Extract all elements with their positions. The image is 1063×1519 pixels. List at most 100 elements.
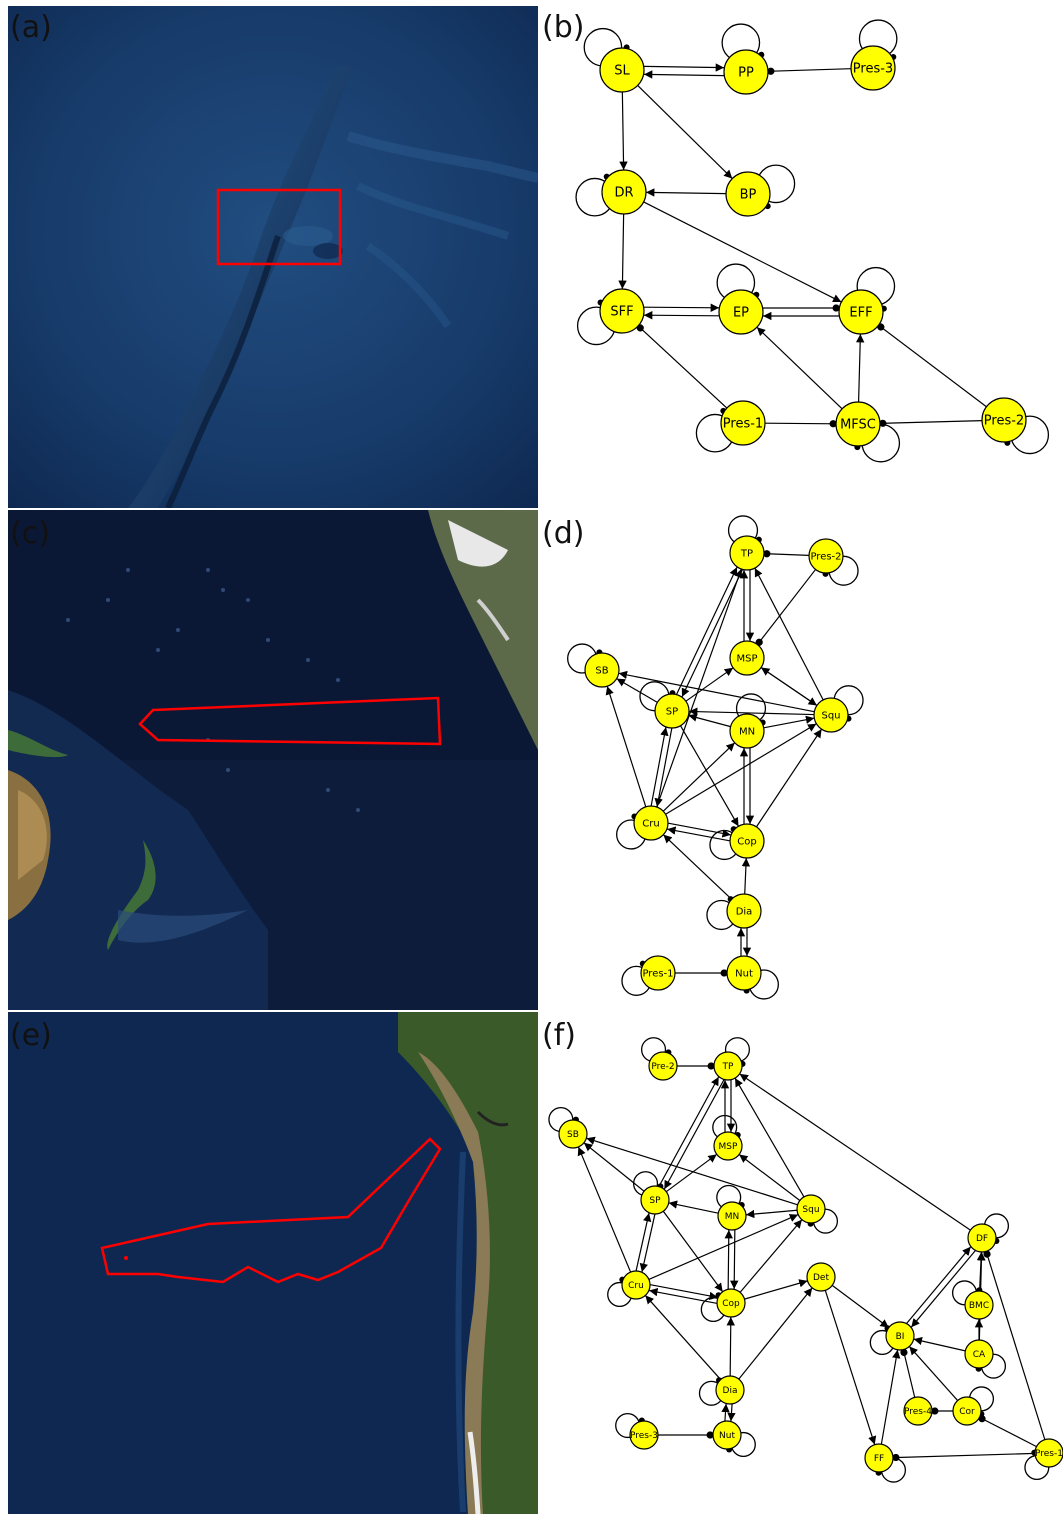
node-label: Cru [628,1281,644,1291]
node-circle [723,49,769,95]
node-circle [729,823,765,859]
node-label: Pre-2 [651,1062,674,1072]
node-circle [964,1290,994,1320]
node-label: MFSC [840,418,876,433]
node-label: SB [567,1130,579,1140]
node-DR: DR [601,169,647,215]
node-Squ: Squ [796,1194,826,1224]
node-label: Cop [737,837,756,848]
node-circle [725,171,771,217]
map-panel-a [8,6,538,508]
edge-MN-SP [688,713,731,728]
edge-Pres-2-EFF [877,323,987,408]
edge-MFSC-EP [756,326,843,410]
node-circle [967,1223,997,1253]
network-graph-f: Pre-2 TP SB MSP SP MN Squ DF Det Cru Cop BMC BI CA Dia… [548,1037,1063,1483]
edge-SP-SB [616,678,658,703]
edge-Cop-Cru [649,1287,717,1304]
node-label: SL [614,64,630,79]
edge-Squ-MN [745,1209,798,1219]
node-CA: CA [964,1339,994,1369]
edge-MN-Squ [763,715,815,729]
node-EP: EP [718,289,764,335]
node-label: Squ [802,1205,819,1215]
edges [618,63,987,428]
node-SP: SP [654,693,690,729]
node-Dia: Dia [726,893,762,929]
node-label: Pres-4 [904,1407,932,1417]
edge-Pres-1-MFSC [764,420,837,428]
node-label: BMC [969,1301,989,1311]
node-Nut: Nut [726,955,762,991]
node-label: Cop [722,1299,740,1309]
node-circle [835,401,881,447]
node-SB: SB [558,1119,588,1149]
node-label: Pres-3 [630,1431,658,1441]
edge-Cru-Cop [668,822,731,838]
node-circle [712,1420,742,1450]
node-Det: Det [806,1262,836,1292]
edge-CA-BI [913,1336,966,1352]
edge-Cop-Squ [755,728,823,828]
node-circle [806,1262,836,1292]
node-FF: FF [864,1443,894,1473]
node-Pre-2: Pre-2 [648,1051,678,1081]
node-circle [629,1420,659,1450]
edge-Cru-SB [577,1146,632,1273]
node-circle [864,1443,894,1473]
node-circle [601,169,647,215]
node-Squ: Squ [813,697,849,733]
edge-Pres-4-BI [900,1348,916,1398]
node-Cor: Cor [952,1396,982,1426]
edge-Det-BI [831,1284,890,1329]
edges [605,550,824,977]
map-panel-c [8,510,538,1010]
node-label: FF [874,1454,884,1464]
node-circle [715,1375,745,1405]
node-label: SB [595,666,608,677]
node-label: Pres-1 [723,417,763,432]
edge-Squ-TP [754,567,824,701]
edge-DF-TP [739,1073,971,1231]
node-label: CA [973,1350,986,1360]
edge-EP-SFF [643,311,719,320]
node-Pres-3: Pres-3 [629,1420,659,1450]
edge-SFF-EP [644,303,720,312]
node-PP: PP [723,49,769,95]
node-circle [964,1339,994,1369]
edge-BP-DR [645,188,727,197]
node-label: PP [738,66,754,81]
edge-SL-DR [619,91,628,171]
node-label: MN [725,1212,740,1222]
node-circle [713,1131,743,1161]
node-MFSC: MFSC [835,401,881,447]
edge-MN-Cop [730,1230,739,1290]
edge-Cop-MN [724,1229,733,1289]
node-circle [813,697,849,733]
node-Pres-1: Pres-1 [720,400,766,446]
panel-label-e: (e) [10,1018,52,1053]
edge-Dia-Cru [644,1295,722,1380]
node-label: Cru [642,819,659,830]
node-label: BI [896,1332,905,1342]
edge-Det-FF [824,1290,877,1445]
edge-TP-SP [681,569,743,698]
node-label: Pres-2 [984,414,1024,429]
node-circle [599,288,645,334]
node-EFF: EFF [838,289,884,335]
node-label: SP [649,1196,661,1206]
node-circle [717,1201,747,1231]
edge-DF-BI [910,1250,976,1328]
node-Nut: Nut [712,1420,742,1450]
node-circle [808,538,844,574]
edge-TP-SP [663,1079,725,1190]
edge-Squ-SB [586,1136,798,1206]
node-circle [621,1270,651,1300]
node-circle [584,652,620,688]
node-label: Pres-2 [810,552,841,563]
edge-BI-DF [906,1246,972,1324]
edge-Pres-2-MSP [755,569,817,646]
node-Dia: Dia [715,1375,745,1405]
edge-SL-BP [637,85,733,179]
edge-Cru-MN [662,742,736,812]
